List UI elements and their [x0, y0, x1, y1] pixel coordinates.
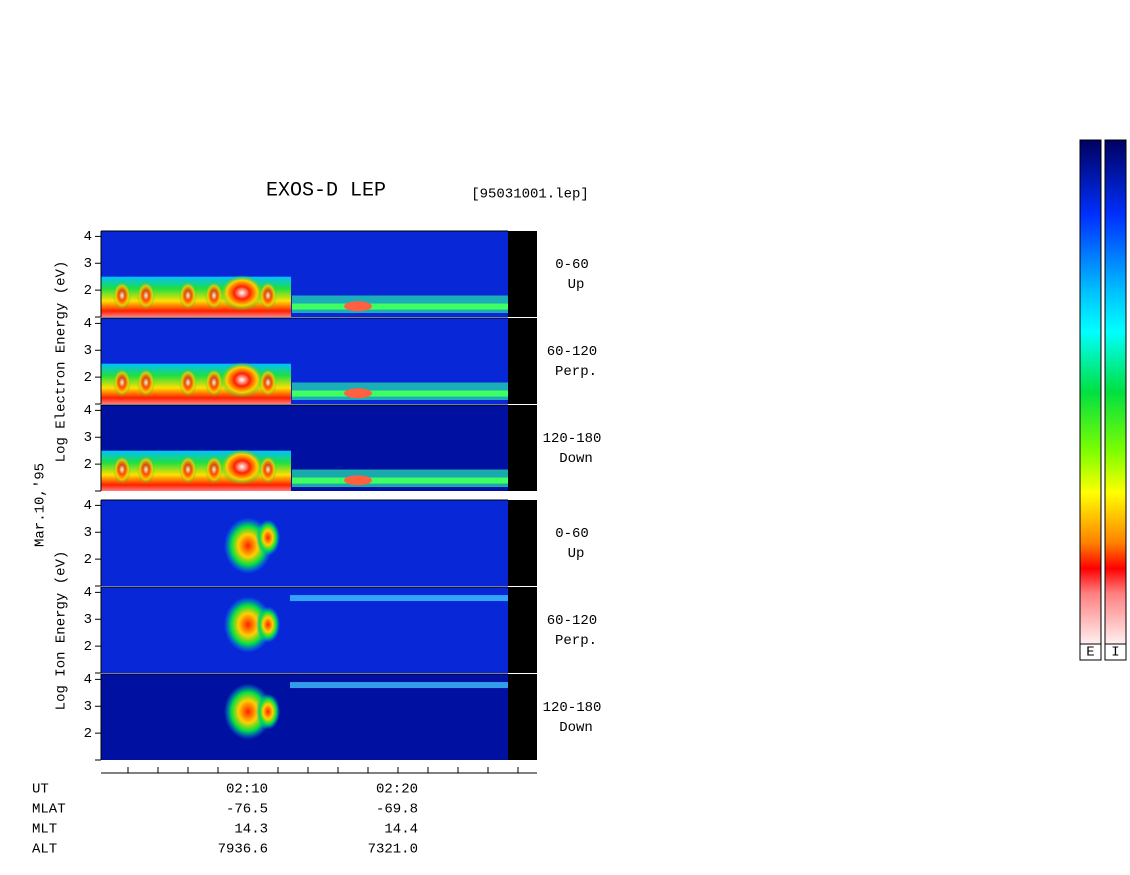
colorbar-label-box: [1079, 643, 1102, 661]
spectrogram-bg: [101, 587, 508, 673]
y-tick-label: 3: [84, 525, 92, 541]
orbit-value: 14.4: [384, 822, 418, 838]
y-tick-label: 4: [84, 498, 92, 514]
colorbar-label: I: [1111, 645, 1119, 661]
flux-peak: [220, 448, 264, 485]
pitch-range: 60-120: [547, 613, 597, 629]
black-strip: [508, 318, 537, 404]
flux-band: [290, 682, 508, 689]
flux-peak: [137, 281, 155, 310]
pitch-direction: Perp.: [555, 364, 597, 380]
pitch-range: 60-120: [547, 344, 597, 360]
flux-peak: [179, 281, 197, 310]
orbit-value: 14.3: [234, 822, 268, 838]
flux-peak: [205, 455, 223, 484]
flux-peak: [179, 455, 197, 484]
y-tick-label: 3: [84, 343, 92, 359]
flux-peak: [256, 693, 280, 730]
y-tick-label: 2: [84, 639, 92, 655]
colorbar-label: E: [1086, 645, 1094, 661]
y-tick-label: 4: [84, 672, 92, 688]
flux-peak: [259, 281, 277, 310]
y-tick-label: 2: [84, 552, 92, 568]
y-tick-label: 4: [84, 316, 92, 332]
flux-peak: [344, 388, 372, 399]
pitch-range: 120-180: [543, 431, 602, 447]
orbit-row-name: MLAT: [32, 802, 66, 818]
flux-peak: [137, 455, 155, 484]
orbit-value: 7936.6: [218, 842, 268, 858]
y-tick-label: 2: [84, 726, 92, 742]
flux-peak: [205, 281, 223, 310]
colorbar: [1079, 139, 1102, 645]
pitch-direction: Up: [568, 546, 585, 562]
pitch-direction: Down: [559, 720, 593, 736]
y-tick-label: 2: [84, 283, 92, 299]
date-label: Mar.10,'95: [33, 463, 49, 547]
y-tick-label: 3: [84, 612, 92, 628]
y-tick-label: 2: [84, 370, 92, 386]
orbit-row-name: MLT: [32, 822, 57, 838]
flux-peak: [224, 596, 272, 653]
y-tick-label: 3: [84, 256, 92, 272]
y-axis-label: Log Electron Energy (eV): [54, 261, 70, 463]
colorbar: [1104, 139, 1127, 645]
pitch-range: 0-60: [555, 526, 589, 542]
y-axis-label: Log Ion Energy (eV): [54, 551, 70, 711]
y-tick-label: 3: [84, 699, 92, 715]
flux-peak: [220, 274, 264, 311]
flux-peak: [344, 475, 372, 486]
flux-band: [292, 390, 508, 397]
y-tick-label: 4: [84, 585, 92, 601]
orbit-value: 7321.0: [368, 842, 418, 858]
flux-peak: [224, 683, 272, 740]
flux-peak: [113, 455, 131, 484]
flux-peak: [256, 606, 280, 643]
orbit-row-name: ALT: [32, 842, 57, 858]
orbit-value: -76.5: [226, 802, 268, 818]
colorbar-label-box: [1104, 643, 1127, 661]
y-tick-label: 4: [84, 403, 92, 419]
flux-peak: [137, 368, 155, 397]
flux-peak: [205, 368, 223, 397]
chart-title: EXOS-D LEP: [266, 179, 386, 202]
flux-peak: [259, 368, 277, 397]
pitch-range: 120-180: [543, 700, 602, 716]
flux-band: [292, 477, 508, 484]
black-strip: [508, 405, 537, 491]
flux-peak: [259, 455, 277, 484]
flux-peak: [113, 368, 131, 397]
spectrogram-bg: [101, 674, 508, 760]
flux-band: [290, 595, 508, 602]
black-strip: [508, 674, 537, 760]
flux-peak: [220, 361, 264, 398]
flux-peak: [179, 368, 197, 397]
y-tick-label: 3: [84, 430, 92, 446]
orbit-value: 02:10: [226, 782, 268, 798]
pitch-direction: Perp.: [555, 633, 597, 649]
file-label: [95031001.lep]: [471, 187, 589, 203]
orbit-value: 02:20: [376, 782, 418, 798]
black-strip: [508, 500, 537, 586]
flux-peak: [113, 281, 131, 310]
y-tick-label: 4: [84, 229, 92, 245]
orbit-row-name: UT: [32, 782, 49, 798]
flux-band: [292, 303, 508, 310]
orbit-value: -69.8: [376, 802, 418, 818]
spectrogram-bg: [101, 500, 508, 586]
pitch-direction: Down: [559, 451, 593, 467]
pitch-direction: Up: [568, 277, 585, 293]
flux-peak: [256, 519, 280, 556]
black-strip: [508, 587, 537, 673]
black-strip: [508, 231, 537, 317]
y-tick-label: 2: [84, 457, 92, 473]
flux-peak: [344, 301, 372, 312]
pitch-range: 0-60: [555, 257, 589, 273]
